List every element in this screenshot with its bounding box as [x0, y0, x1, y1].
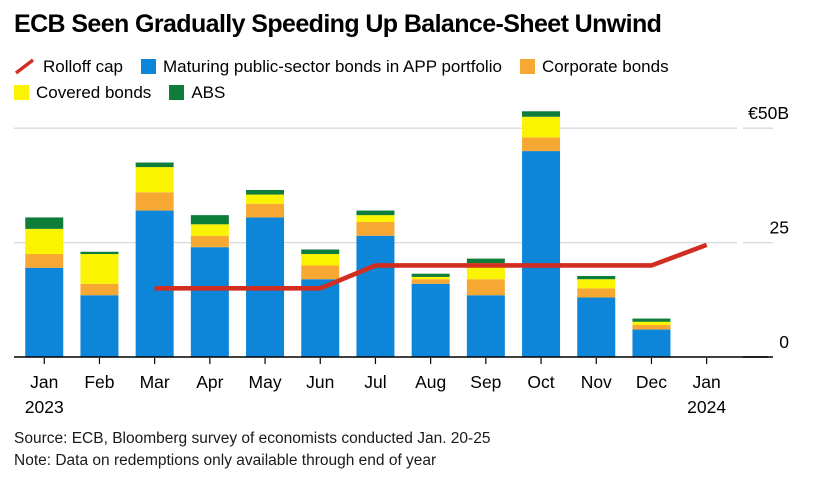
- legend-item: Corporate bonds: [519, 55, 669, 78]
- bar-segment: [356, 215, 395, 223]
- bar-segment: [411, 279, 450, 284]
- bar-segment: [301, 249, 340, 255]
- bar-segment: [80, 283, 119, 296]
- bar-segment: [80, 295, 119, 357]
- x-axis-label: Jun: [306, 372, 334, 392]
- bar-segment: [246, 194, 285, 204]
- x-axis-label: Aug: [415, 372, 446, 392]
- y-axis-label: €50B: [748, 103, 789, 123]
- bar-segment: [577, 276, 616, 280]
- bar-segment: [466, 295, 505, 357]
- x-axis-year-label: 2023: [25, 397, 64, 417]
- bar-segment: [577, 279, 616, 289]
- x-axis-label: Feb: [84, 372, 114, 392]
- bar-segment: [80, 254, 119, 284]
- rolloff-cap-line: [154, 242, 708, 291]
- bar-segment: [466, 258, 505, 264]
- x-axis-label: Dec: [636, 372, 667, 392]
- x-axis-label: Oct: [527, 372, 554, 392]
- legend: Rolloff cap Maturing public-sector bonds …: [14, 55, 728, 104]
- bar-segment: [135, 167, 174, 193]
- bar-segment: [301, 254, 340, 266]
- bar-segment: [246, 203, 285, 218]
- bar-segment: [246, 189, 285, 195]
- bar-segment: [577, 297, 616, 357]
- legend-item: Rolloff cap: [14, 55, 123, 78]
- legend-label: Covered bonds: [36, 82, 152, 102]
- bar-segment: [190, 235, 229, 248]
- bar-segment: [466, 279, 505, 296]
- legend-swatch-icon: [141, 59, 157, 74]
- bar-segment: [411, 276, 450, 280]
- note-text: Note: Data on redemptions only available…: [14, 452, 437, 469]
- bar-segment: [522, 111, 561, 117]
- x-axis-label: Jan: [30, 372, 58, 392]
- bar-segment: [190, 215, 229, 225]
- x-axis-year-label: 2024: [687, 397, 726, 417]
- bar-segment: [632, 329, 671, 357]
- bar-segment: [356, 222, 395, 236]
- source-text: Source: ECB, Bloomberg survey of economi…: [14, 430, 491, 447]
- legend-label: Maturing public-sector bonds in APP port…: [163, 56, 502, 76]
- bar-segment: [356, 235, 395, 357]
- legend-label: Rolloff cap: [43, 56, 124, 76]
- bar-segment: [522, 151, 561, 357]
- legend-item: ABS: [169, 81, 225, 104]
- bar-segment: [135, 192, 174, 211]
- legend-swatch-icon: [519, 59, 535, 74]
- bar-segment: [25, 267, 64, 357]
- bar-segment: [411, 273, 450, 277]
- x-axis-label: Jan: [693, 372, 721, 392]
- bar-segment: [632, 318, 671, 322]
- bar-segment: [80, 251, 119, 255]
- bar-segment: [522, 137, 561, 152]
- x-axis-label: Nov: [581, 372, 612, 392]
- chart-title: ECB Seen Gradually Speeding Up Balance-S…: [14, 10, 662, 38]
- bar-segment: [135, 162, 174, 168]
- x-axis-label: May: [249, 372, 282, 392]
- bar-segment: [632, 324, 671, 330]
- bar-segment: [301, 265, 340, 280]
- rolloff-cap-line-icon: [14, 58, 35, 75]
- legend-swatch-icon: [14, 85, 29, 100]
- legend-item: Maturing public-sector bonds in APP port…: [141, 55, 502, 78]
- bar-segment: [190, 247, 229, 357]
- bar-segment: [25, 228, 64, 255]
- legend-item: Covered bonds: [14, 81, 151, 104]
- legend-swatch-icon: [169, 85, 185, 100]
- legend-label: ABS: [191, 82, 226, 102]
- bar-segment: [25, 254, 64, 268]
- bar-segment: [25, 217, 64, 229]
- bar-segment: [632, 321, 671, 325]
- bar-segment: [522, 116, 561, 138]
- bar-segment: [411, 283, 450, 357]
- bar-segment: [301, 279, 340, 357]
- bar-segment: [135, 210, 174, 357]
- bar-segment: [577, 288, 616, 298]
- x-axis-label: Sep: [470, 372, 501, 392]
- y-axis-label: 0: [779, 332, 789, 352]
- x-axis-label: Apr: [196, 372, 223, 392]
- bar-segment: [356, 210, 395, 216]
- x-axis-label: Mar: [140, 372, 170, 392]
- legend-label: Corporate bonds: [541, 56, 669, 76]
- x-axis-label: Jul: [364, 372, 386, 392]
- footer-notes: Source: ECB, Bloomberg survey of economi…: [14, 428, 794, 472]
- y-axis-label: 25: [770, 218, 789, 238]
- bar-segment: [190, 224, 229, 236]
